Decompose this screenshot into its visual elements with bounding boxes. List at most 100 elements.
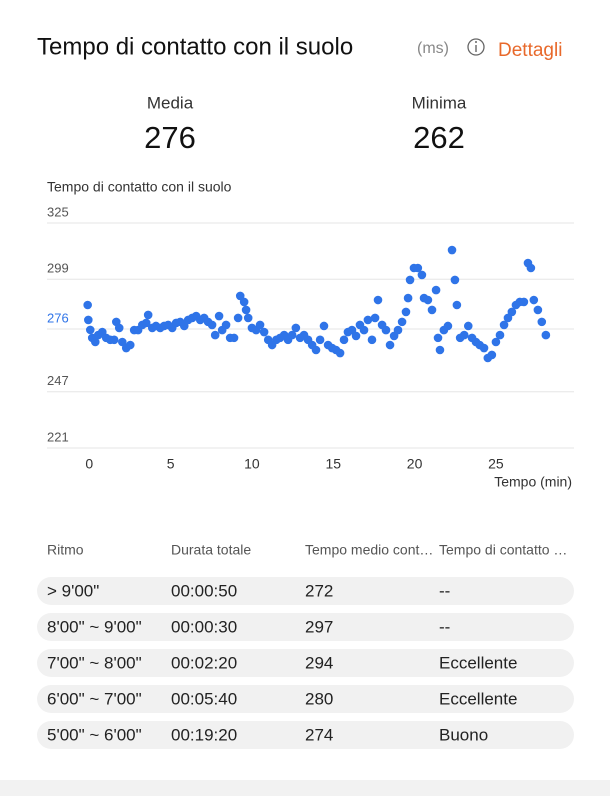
table-cell: 272: [305, 581, 333, 600]
data-point: [363, 315, 373, 325]
y-tick-label: 325: [47, 204, 69, 219]
data-point: [359, 325, 369, 335]
table-cell: 7'00" ~ 8'00": [47, 653, 142, 672]
stat-label: Minima: [412, 93, 467, 112]
data-point: [239, 297, 249, 307]
data-point: [397, 317, 407, 327]
data-point: [423, 295, 433, 305]
data-point: [463, 321, 473, 331]
data-point: [229, 333, 239, 343]
data-point: [233, 313, 243, 323]
table-cell: 00:19:20: [171, 725, 237, 744]
data-point: [114, 323, 124, 333]
y-tick-label: 247: [47, 373, 69, 388]
unit: (ms): [417, 40, 449, 57]
table-cell: 280: [305, 689, 333, 708]
table-cell: > 9'00": [47, 581, 99, 600]
bottom-band: [0, 780, 610, 796]
x-tick-label: 10: [244, 456, 260, 472]
y-tick-label: 276: [47, 310, 69, 325]
y-tick-label: 299: [47, 261, 69, 276]
table-cell: 5'00" ~ 6'00": [47, 725, 142, 744]
data-point: [85, 325, 95, 335]
row-background: [37, 649, 574, 677]
data-point: [373, 295, 383, 305]
data-point: [499, 320, 509, 330]
data-point: [541, 330, 551, 340]
stat-label: Media: [147, 93, 194, 112]
table-cell: Eccellente: [439, 689, 517, 708]
x-tick-label: 0: [85, 456, 93, 472]
table-cell: --: [439, 617, 450, 636]
data-point: [427, 305, 437, 315]
data-point: [91, 337, 100, 347]
data-point: [339, 335, 349, 345]
data-point: [491, 337, 501, 347]
data-point: [319, 321, 329, 331]
data-point: [507, 307, 517, 317]
data-point: [495, 330, 505, 340]
data-point: [401, 307, 411, 317]
data-point: [241, 305, 251, 315]
data-point: [417, 270, 427, 280]
data-point: [255, 320, 265, 330]
table-cell: Eccellente: [439, 653, 517, 672]
data-point: [291, 323, 301, 333]
table-cell: --: [439, 581, 450, 600]
data-point: [447, 245, 457, 255]
data-point: [243, 313, 253, 323]
row-background: [37, 721, 574, 749]
x-tick-label: 15: [325, 456, 341, 472]
details-link[interactable]: Dettagli: [498, 40, 562, 61]
table-cell: 8'00" ~ 9'00": [47, 617, 142, 636]
data-point: [443, 321, 453, 331]
data-point: [403, 293, 413, 303]
title: Tempo di contatto con il suolo: [37, 33, 353, 60]
data-point: [519, 297, 529, 307]
data-point: [450, 275, 460, 285]
table: Ritmo Durata totale Tempo medio cont… Tempo…: [37, 542, 574, 749]
table-cell: Buono: [439, 725, 488, 744]
data-point: [533, 305, 543, 315]
data-point: [367, 335, 377, 345]
data-point: [109, 335, 119, 345]
table-header: Tempo medio cont…: [305, 542, 433, 558]
data-point: [381, 325, 391, 335]
data-point: [370, 313, 380, 323]
table-cell: 274: [305, 725, 333, 744]
info-icon[interactable]: [467, 38, 485, 56]
row-background: [37, 577, 574, 605]
table-cell: 6'00" ~ 7'00": [47, 689, 142, 708]
chart-title: Tempo di contatto con il suolo: [47, 179, 232, 195]
table-cell: 294: [305, 653, 333, 672]
data-point: [413, 263, 423, 273]
data-point: [529, 295, 539, 305]
data-point: [259, 327, 269, 337]
data-point: [221, 320, 231, 330]
data-point: [143, 310, 153, 320]
data-point: [207, 320, 217, 330]
x-tick-label: 25: [488, 456, 504, 472]
table-cell: 00:00:50: [171, 581, 237, 600]
data-point: [385, 340, 395, 350]
row-background: [37, 685, 574, 713]
data-point: [311, 345, 321, 355]
data-point: [287, 330, 297, 340]
data-point: [433, 333, 443, 343]
data-point: [526, 263, 536, 273]
stat-value: 276: [144, 120, 196, 155]
table-header: Ritmo: [47, 542, 84, 558]
data-point: [84, 315, 93, 325]
data-point: [125, 340, 135, 350]
data-point: [431, 285, 441, 295]
y-tick-label: 221: [47, 429, 69, 444]
data-point: [335, 348, 345, 358]
data-point: [452, 300, 462, 310]
data-point: [315, 335, 325, 345]
data-point: [351, 331, 361, 341]
table-cell: 297: [305, 617, 333, 636]
data-point: [214, 311, 224, 321]
table-header: Durata totale: [171, 542, 251, 558]
data-point: [393, 325, 403, 335]
